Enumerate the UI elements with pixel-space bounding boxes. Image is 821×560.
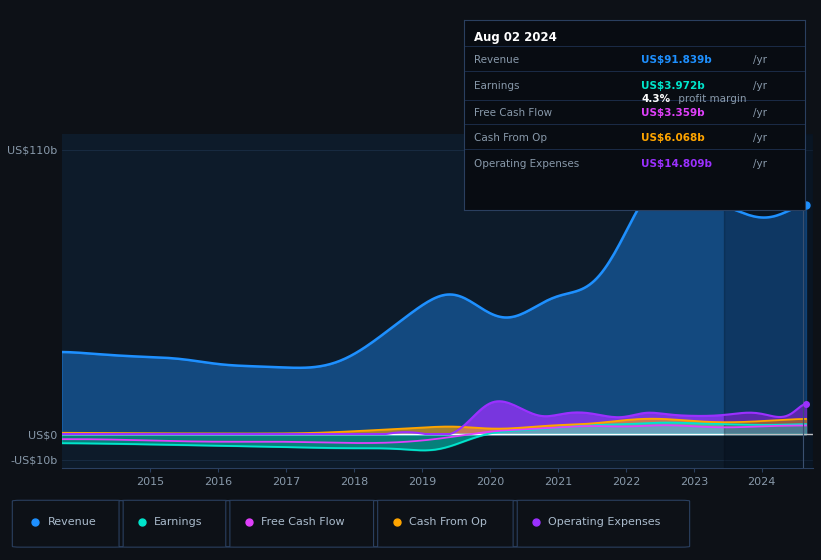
Text: profit margin: profit margin	[675, 94, 746, 104]
Text: Operating Expenses: Operating Expenses	[474, 159, 580, 169]
Text: US$91.839b: US$91.839b	[641, 54, 712, 64]
Text: Aug 02 2024: Aug 02 2024	[474, 31, 557, 44]
Text: Earnings: Earnings	[474, 81, 520, 91]
Text: US$3.972b: US$3.972b	[641, 81, 704, 91]
Text: Revenue: Revenue	[474, 54, 519, 64]
Text: US$14.809b: US$14.809b	[641, 159, 712, 169]
Text: Free Cash Flow: Free Cash Flow	[474, 108, 553, 118]
Text: Cash From Op: Cash From Op	[474, 133, 547, 143]
Text: Operating Expenses: Operating Expenses	[548, 517, 661, 527]
Text: /yr: /yr	[754, 133, 768, 143]
Text: Cash From Op: Cash From Op	[409, 517, 487, 527]
Text: /yr: /yr	[754, 81, 768, 91]
Text: US$3.359b: US$3.359b	[641, 108, 704, 118]
Bar	[724, 134, 813, 468]
Text: Earnings: Earnings	[154, 517, 203, 527]
Text: /yr: /yr	[754, 159, 768, 169]
Text: /yr: /yr	[754, 108, 768, 118]
Text: 4.3%: 4.3%	[641, 94, 670, 104]
Text: US$6.068b: US$6.068b	[641, 133, 704, 143]
Text: Revenue: Revenue	[48, 517, 96, 527]
Text: /yr: /yr	[754, 54, 768, 64]
Text: Free Cash Flow: Free Cash Flow	[261, 517, 345, 527]
